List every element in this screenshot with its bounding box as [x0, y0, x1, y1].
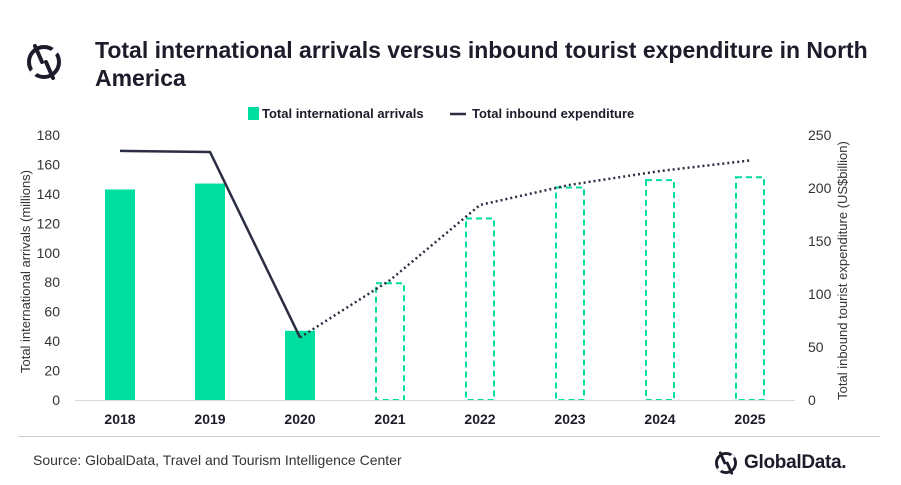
- left-tick-label: 0: [52, 392, 60, 408]
- x-tick-label: 2024: [644, 411, 675, 427]
- legend-swatch-arrivals: [248, 107, 259, 120]
- right-tick-label: 150: [808, 233, 832, 249]
- left-tick-label: 80: [44, 274, 60, 290]
- legend-label-expenditure: Total inbound expenditure: [472, 106, 634, 121]
- left-tick-label: 180: [37, 127, 61, 143]
- expenditure-line-actual: [119, 149, 302, 339]
- x-tick-label: 2020: [284, 411, 315, 427]
- right-axis-ticks: 0 50 100 150 200 250: [808, 127, 832, 408]
- right-tick-label: 50: [808, 339, 824, 355]
- bar-forecast: [375, 282, 405, 402]
- left-axis-ticks: 0 20 40 60 80 100 120 140 160 180: [37, 127, 61, 408]
- right-tick-label: 200: [808, 180, 832, 196]
- left-tick-label: 140: [37, 186, 61, 202]
- right-axis-label: Total inbound tourist expenditure (US$bi…: [835, 141, 850, 400]
- left-tick-label: 20: [44, 363, 60, 379]
- x-axis-ticks: 2018 2019 2020 2021 2022 2023 2024 2025: [104, 411, 765, 427]
- x-tick-label: 2025: [734, 411, 765, 427]
- bar-forecast: [555, 186, 585, 401]
- left-tick-label: 160: [37, 156, 61, 172]
- bar: [195, 183, 225, 400]
- bar: [285, 330, 315, 400]
- globaldata-logo-icon: [22, 40, 66, 89]
- chart-legend: Total international arrivals Total inboun…: [248, 106, 634, 121]
- left-tick-label: 60: [44, 304, 60, 320]
- left-axis-label: Total international arrivals (millions): [18, 170, 33, 373]
- chart: Total international arrivals Total inboun…: [18, 106, 850, 427]
- right-tick-label: 100: [808, 286, 832, 302]
- arrivals-bars: [105, 176, 765, 402]
- brand-name: GlobalData.: [744, 452, 847, 473]
- bar-forecast: [735, 176, 765, 401]
- right-tick-label: 250: [808, 127, 832, 143]
- left-tick-label: 120: [37, 215, 61, 231]
- page-title: Total international arrivals versus inbo…: [95, 37, 868, 91]
- right-tick-label: 0: [808, 392, 816, 408]
- x-tick-label: 2023: [554, 411, 585, 427]
- brand-logo: GlobalData.: [712, 449, 847, 477]
- bar: [105, 189, 135, 400]
- footer-divider: [18, 436, 880, 437]
- x-tick-label: 2022: [464, 411, 495, 427]
- x-tick-label: 2021: [374, 411, 405, 427]
- left-tick-label: 100: [37, 245, 61, 261]
- source-note: Source: GlobalData, Travel and Tourism I…: [33, 452, 402, 468]
- legend-label-arrivals: Total international arrivals: [262, 106, 424, 121]
- bar-forecast: [645, 179, 675, 401]
- expenditure-line: [119, 149, 751, 339]
- expenditure-line-forecast: [299, 159, 751, 339]
- left-tick-label: 40: [44, 333, 60, 349]
- x-tick-label: 2018: [104, 411, 135, 427]
- bar-forecast: [465, 217, 495, 401]
- x-tick-label: 2019: [194, 411, 225, 427]
- globaldata-logo-icon: [715, 451, 737, 475]
